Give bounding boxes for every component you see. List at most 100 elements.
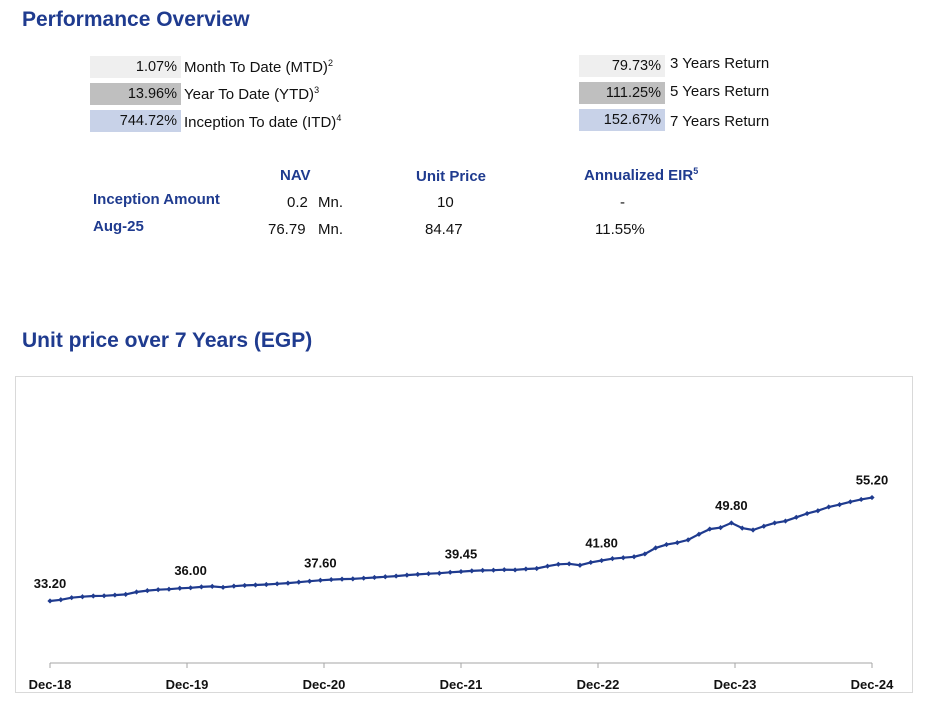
nav-header: NAV [280, 167, 311, 184]
data-point [490, 567, 497, 573]
data-point [220, 584, 226, 590]
data-point [328, 576, 334, 583]
data-point [555, 561, 561, 567]
5y-return-label: 5 Years Return [670, 83, 770, 100]
ytd-label: Year To Date (YTD)3 [184, 85, 320, 104]
data-point [772, 520, 778, 526]
data-point [717, 525, 724, 531]
data-point [577, 562, 583, 568]
data-point [544, 563, 551, 569]
data-point [793, 514, 799, 520]
data-point [599, 557, 605, 564]
data-label: 49.80 [715, 498, 748, 513]
mtd-footnote: 2 [327, 58, 333, 68]
data-point [188, 585, 194, 591]
data-point [101, 593, 107, 599]
data-point [609, 556, 616, 562]
unit-price-chart: Dec-18 Dec-19 Dec-20 Dec-21 Dec-22 Dec-23 Dec-… [29, 473, 894, 692]
data-point [209, 583, 215, 589]
data-point [750, 527, 756, 533]
itd-label: Inception To date (ITD)4 [184, 113, 342, 132]
data-label: 55.20 [856, 473, 889, 488]
data-label: 33.20 [34, 576, 67, 591]
data-point [306, 578, 313, 584]
data-point [47, 598, 53, 604]
data-point [458, 568, 464, 575]
x-tick-label: Dec-20 [303, 677, 346, 692]
data-point [371, 574, 378, 581]
data-point [79, 594, 86, 600]
data-point [836, 502, 843, 508]
data-point [685, 537, 691, 543]
data-point [144, 588, 150, 594]
data-point [393, 573, 399, 579]
current-nav: 76.79 [268, 221, 306, 238]
data-point [252, 582, 259, 588]
data-point [847, 499, 853, 505]
data-point [826, 504, 832, 510]
data-point [815, 508, 821, 514]
data-point [804, 510, 810, 517]
inception-eir: - [620, 194, 625, 211]
x-tick-label: Dec-23 [714, 677, 757, 692]
mtd-label: Month To Date (MTD)2 [184, 58, 333, 77]
data-point [425, 571, 432, 577]
data-point [133, 589, 140, 595]
data-point [631, 554, 637, 560]
data-point [674, 540, 680, 546]
eir-header: Annualized EIR5 [584, 166, 699, 185]
itd-value: 744.72% [90, 110, 181, 132]
data-point [231, 583, 237, 589]
data-point [90, 593, 96, 599]
x-tick-label: Dec-19 [166, 677, 209, 692]
data-label: 41.80 [585, 536, 618, 551]
data-point [469, 568, 475, 574]
7y-return-label: 7 Years Return [670, 113, 770, 130]
chart-area: Dec-18 Dec-19 Dec-20 Dec-21 Dec-22 Dec-23 Dec-… [15, 376, 913, 693]
data-point [436, 570, 442, 576]
data-point [274, 581, 280, 587]
unit-price-header: Unit Price [416, 168, 487, 185]
data-point [69, 595, 75, 601]
3y-return-label: 3 Years Return [670, 55, 770, 72]
inception-row-label: Inception Amount [93, 191, 220, 208]
x-tick-label: Dec-21 [440, 677, 483, 692]
data-point [566, 561, 572, 567]
data-point [523, 566, 529, 572]
data-point [415, 571, 421, 578]
data-point [317, 577, 323, 583]
x-tick-label: Dec-22 [577, 677, 620, 692]
data-label: 39.45 [445, 547, 478, 562]
data-point [242, 582, 248, 589]
inception-nav: 0.2 [287, 194, 308, 211]
data-point [620, 555, 626, 561]
data-point [382, 574, 388, 580]
data-point [339, 576, 345, 582]
data-point [869, 494, 875, 501]
ytd-footnote: 3 [314, 85, 320, 95]
data-point [177, 585, 183, 591]
data-point [447, 569, 453, 575]
eir-footnote: 5 [693, 166, 699, 176]
data-point [761, 523, 767, 529]
data-point [739, 525, 745, 531]
ytd-value: 13.96% [90, 83, 181, 105]
data-point [166, 586, 172, 592]
data-point [263, 581, 269, 588]
data-point [728, 520, 734, 526]
current-unit-price: 84.47 [425, 221, 463, 238]
data-point [155, 587, 161, 593]
x-tick-label: Dec-18 [29, 677, 72, 692]
data-label: 36.00 [174, 563, 207, 578]
5y-return-value: 111.25% [579, 82, 665, 104]
data-label: 37.60 [304, 555, 337, 570]
data-point [123, 591, 129, 597]
itd-footnote: 4 [336, 113, 342, 123]
data-point [512, 567, 518, 573]
data-point [198, 584, 205, 590]
data-point [501, 567, 507, 573]
data-point [858, 496, 864, 503]
7y-return-value: 152.67% [579, 109, 665, 131]
data-point [58, 597, 64, 603]
chart-title: Unit price over 7 Years (EGP) [22, 329, 313, 352]
